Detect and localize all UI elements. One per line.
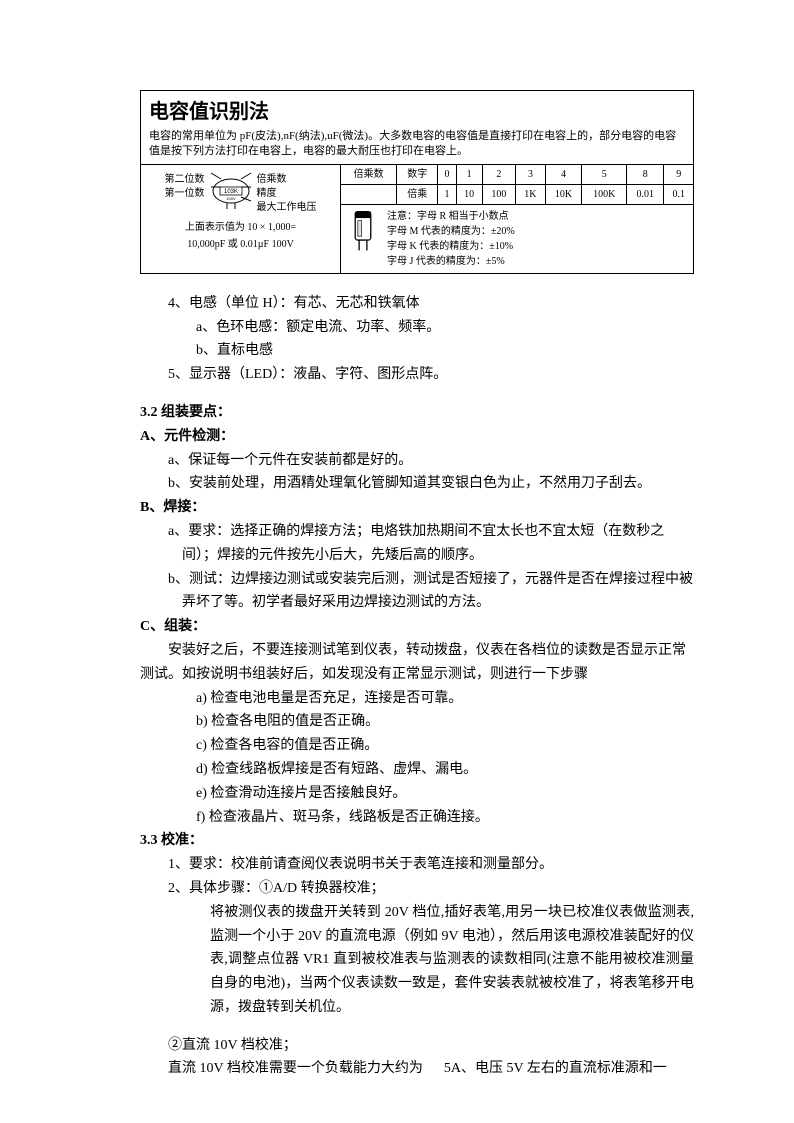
body-line: b) 检查各电阻的值是否正确。 <box>140 710 694 734</box>
body-line: 4、电感（单位 H）：有芯、无芯和铁氧体 <box>140 292 694 316</box>
tolerance-k: 字母 K 代表的精度为：±10% <box>387 239 515 254</box>
body-line: b、测试：边焊接边测试或安装完后测，测试是否短接了，元器件是否在焊接过程中被弄坏… <box>140 568 694 616</box>
body-line: 2、具体步骤：①A/D 转换器校准； <box>140 877 694 901</box>
sub-a: A、元件检测： <box>140 425 694 449</box>
body-line: 直流 10V 档校准需要一个负载能力大约为 5A、电压 5V 左右的直流标准源和… <box>140 1057 694 1081</box>
body-line: f) 检查液晶片、斑马条，线路板是否正确连接。 <box>140 806 694 830</box>
body-line: a、色环电感：额定电流、功率、频率。 <box>140 316 694 340</box>
section-3-3: 3.3 校准： <box>140 829 694 853</box>
tolerance-m: 字母 M 代表的精度为：±20% <box>387 224 515 239</box>
body-line: ②直流 10V 档校准； <box>140 1034 694 1058</box>
body-line: a、保证每一个元件在安装前都是好的。 <box>140 449 694 473</box>
document-body: 4、电感（单位 H）：有芯、无芯和铁氧体 a、色环电感：额定电流、功率、频率。 … <box>140 292 694 1082</box>
label-precision: 精度 <box>257 187 317 201</box>
diagram-subtitle: 电容的常用单位为 pF(皮法),nF(纳法),uF(微法)。大多数电容的电容值是… <box>141 129 693 164</box>
electrolytic-cap-icon <box>347 209 379 253</box>
body-line: a、要求：选择正确的焊接方法；电烙铁加热期间不宜太长也不宜太短（在数秒之间）；焊… <box>140 520 694 568</box>
capacitor-diagram: 电容值识别法 电容的常用单位为 pF(皮法),nF(纳法),uF(微法)。大多数… <box>140 90 694 274</box>
body-line: 1、要求：校准前请查阅仪表说明书关于表笔连接和测量部分。 <box>140 853 694 877</box>
chip-mark-text: 103K <box>223 189 237 195</box>
diagram-left-panel: 第二位数 第一位数 103K 100V 倍乘数 <box>141 165 341 273</box>
body-line: b、直标电感 <box>140 339 694 363</box>
capacitor-icon: 103K 100V <box>207 169 255 209</box>
label-multiplier: 倍乘数 <box>257 173 317 187</box>
body-line: 将被测仪表的拨盘开关转到 20V 档位,插好表笔,用另一块已校准仪表做监测表,监… <box>140 901 694 1020</box>
body-line: d) 检查线路板焊接是否有短路、虚焊、漏电。 <box>140 758 694 782</box>
tolerance-note: 注意：字母 R 相当于小数点 <box>387 209 515 224</box>
label-max-voltage: 最大工作电压 <box>257 201 317 215</box>
tolerance-j: 字母 J 代表的精度为：±5% <box>387 254 515 269</box>
table-row: 倍乘数 数字 0 1 2 3 4 5 8 9 <box>341 165 693 185</box>
example-note-1: 上面表示值为 10 × 1,000= <box>145 219 336 236</box>
body-line: 安装好之后，不要连接测试笔到仪表，转动拨盘，仪表在各档位的读数是否显示正常测试。… <box>140 639 694 687</box>
diagram-right-panel: 倍乘数 数字 0 1 2 3 4 5 8 9 倍乘 1 10 100 <box>341 165 693 273</box>
multiplier-table: 倍乘数 数字 0 1 2 3 4 5 8 9 倍乘 1 10 100 <box>341 165 693 205</box>
example-note-2: 10,000pF 或 0.01µF 100V <box>145 236 336 253</box>
body-line: c) 检查各电容的值是否正确。 <box>140 734 694 758</box>
body-line: a) 检查电池电量是否充足，连接是否可靠。 <box>140 687 694 711</box>
body-line: e) 检查滑动连接片是否接触良好。 <box>140 782 694 806</box>
section-3-2: 3.2 组装要点： <box>140 401 694 425</box>
chip-volt-text: 100V <box>226 196 236 201</box>
table-row: 倍乘 1 10 100 1K 10K 100K 0.01 0.1 <box>341 184 693 204</box>
sub-b: B、焊接： <box>140 496 694 520</box>
label-second-digit: 第二位数 <box>165 173 205 187</box>
diagram-title: 电容值识别法 <box>141 91 693 129</box>
label-first-digit: 第一位数 <box>165 187 205 201</box>
sub-c: C、组装： <box>140 615 694 639</box>
body-line: 5、显示器（LED）：液晶、字符、图形点阵。 <box>140 363 694 387</box>
mult-header: 倍乘数 <box>341 165 397 185</box>
body-line: b、安装前处理，用酒精处理氧化管脚知道其变银白色为止，不然用刀子刮去。 <box>140 472 694 496</box>
